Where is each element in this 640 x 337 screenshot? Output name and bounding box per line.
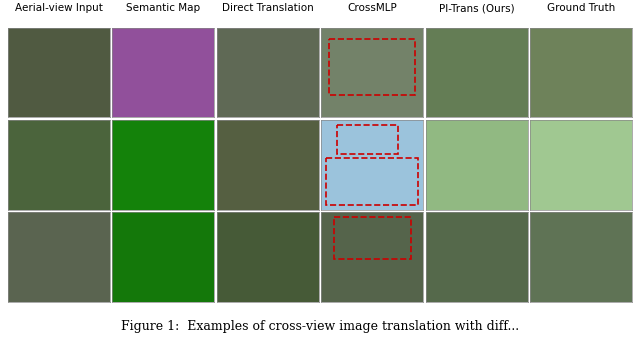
Text: Direct Translation: Direct Translation bbox=[222, 3, 314, 13]
Text: Figure 1:  Examples of cross-view image translation with diff...: Figure 1: Examples of cross-view image t… bbox=[121, 320, 519, 333]
Text: Ground Truth: Ground Truth bbox=[547, 3, 616, 13]
Text: PI-Trans (Ours): PI-Trans (Ours) bbox=[439, 3, 515, 13]
Text: Aerial-view Input: Aerial-view Input bbox=[15, 3, 102, 13]
Bar bbox=[330, 39, 415, 95]
Bar bbox=[337, 125, 398, 154]
Text: Semantic Map: Semantic Map bbox=[126, 3, 200, 13]
Text: CrossMLP: CrossMLP bbox=[348, 3, 397, 13]
Bar bbox=[333, 217, 411, 259]
Bar bbox=[326, 158, 418, 205]
